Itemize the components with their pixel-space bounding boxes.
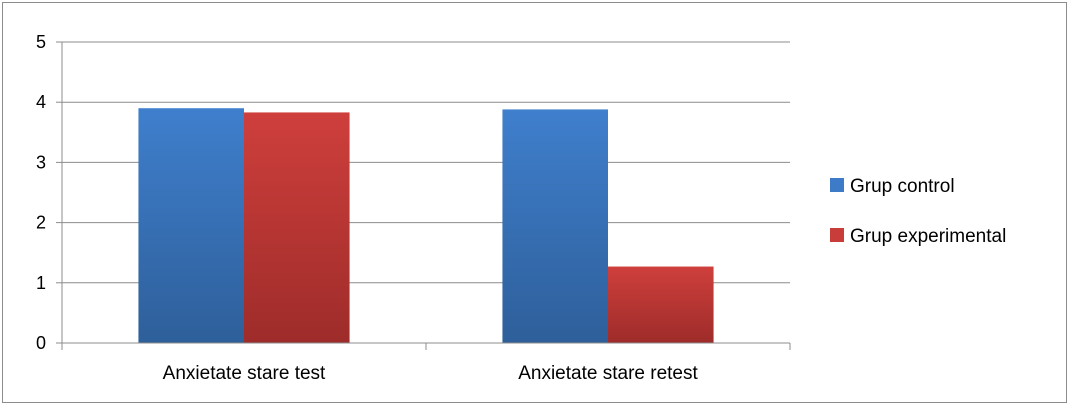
legend-swatch-control xyxy=(830,178,844,192)
y-tick-label: 0 xyxy=(36,333,46,353)
y-tick-label: 4 xyxy=(36,92,46,112)
y-tick-label: 2 xyxy=(36,213,46,233)
y-tick-label: 3 xyxy=(36,152,46,172)
y-tick-label: 5 xyxy=(36,32,46,52)
bar-control-2 xyxy=(502,109,608,343)
bar-experimental-1 xyxy=(244,112,350,344)
legend-swatch-experimental xyxy=(830,228,844,242)
legend-label-experimental: Grup experimental xyxy=(850,226,1006,247)
x-category-label: Anxietate stare retest xyxy=(518,363,698,384)
y-tick-label: 1 xyxy=(36,273,46,293)
x-category-label: Anxietate stare test xyxy=(163,363,326,384)
legend-label-control: Grup control xyxy=(850,176,955,197)
bar-control-1 xyxy=(138,108,244,343)
bar-experimental-2 xyxy=(608,266,714,343)
